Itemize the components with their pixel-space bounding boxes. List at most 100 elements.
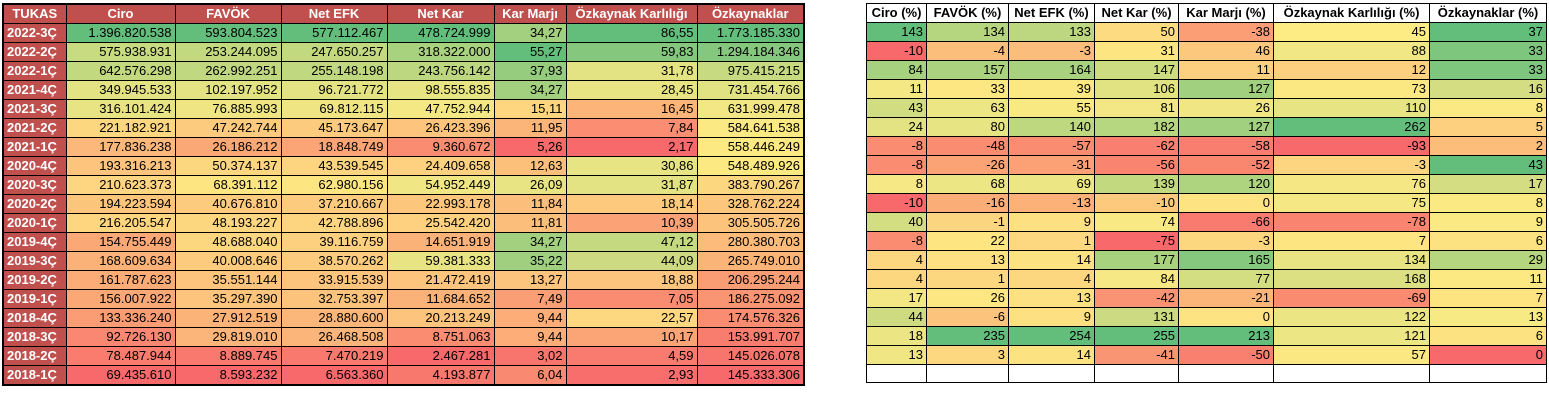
table-cell: 22.993.178	[386, 194, 495, 214]
table-cell: 731.454.766	[696, 80, 805, 100]
table-cell: 5,26	[493, 137, 567, 157]
table-cell: 50	[1094, 22, 1179, 42]
table-cell: -16	[926, 193, 1009, 213]
table-cell: 584.641.538	[696, 118, 805, 138]
column-header: Net Kar	[386, 3, 495, 24]
table-cell: 4	[1008, 269, 1095, 289]
table-cell: -62	[1094, 136, 1179, 156]
table-row: 24 80 140 182 127 262 5	[866, 117, 1547, 137]
table-cell: 5	[1429, 117, 1547, 137]
table-cell: 9.360.672	[386, 137, 495, 157]
column-header: TUKAS	[2, 3, 67, 24]
table-cell: 221.182.921	[65, 118, 176, 138]
table-row: 11 33 39 106 127 73 16	[866, 79, 1547, 99]
table-cell: 2,93	[565, 365, 698, 386]
table-cell: 9	[1008, 212, 1095, 232]
table-cell: 7,84	[565, 118, 698, 138]
table-cell: 40.008.646	[174, 251, 282, 271]
table-cell: 9,44	[493, 308, 567, 328]
table-cell: 253.244.095	[174, 42, 282, 62]
period-label: 2019-2Ç	[2, 270, 67, 290]
table-cell: 43.539.545	[280, 156, 388, 176]
table-cell: 47.242.744	[174, 118, 282, 138]
table-cell: 77	[1178, 269, 1274, 289]
table-cell: 43	[866, 98, 927, 118]
table-cell: -3	[1273, 155, 1430, 175]
table-cell	[1008, 363, 1095, 384]
table-cell: 98.555.835	[386, 80, 495, 100]
table-row: 44 -6 9 131 0 122 13	[866, 307, 1547, 327]
table-cell: -57	[1008, 136, 1095, 156]
table-cell: 24.409.658	[386, 156, 495, 176]
table-row: 2021-3Ç 316.101.424 76.885.993 69.812.115 47…	[2, 99, 805, 119]
table-cell: 139	[1094, 174, 1179, 194]
table-cell	[1094, 363, 1179, 384]
table-cell: 2,17	[565, 137, 698, 157]
table-cell: 7,49	[493, 289, 567, 309]
table-cell: 127	[1178, 117, 1274, 137]
table-cell: 478.724.999	[386, 23, 495, 43]
table-cell: 8	[1429, 98, 1547, 118]
table-cell: 6,04	[493, 365, 567, 386]
table-cell: 75	[1273, 193, 1430, 213]
table-cell: 62.980.156	[280, 175, 388, 195]
table-cell: 1.396.820.538	[65, 23, 176, 43]
table-cell: 106	[1094, 79, 1179, 99]
table-cell: 18,88	[565, 270, 698, 290]
period-label: 2018-3Ç	[2, 327, 67, 347]
table-cell: 7	[1273, 231, 1430, 251]
table-cell: -3	[1008, 41, 1095, 61]
table-cell: 13	[866, 345, 927, 365]
table-cell: 15,11	[493, 99, 567, 119]
table-row: 2018-3Ç 92.726.130 29.819.010 26.468.508 8.7…	[2, 327, 805, 347]
table-row: 4 1 4 84 77 168 11	[866, 269, 1547, 289]
table-cell: 280.380.703	[696, 232, 805, 252]
table-cell: 4	[866, 250, 927, 270]
table-cell: -10	[1094, 193, 1179, 213]
period-label: 2022-3Ç	[2, 23, 67, 43]
table-row: 2018-2Ç 78.487.944 8.889.745 7.470.219 2.467…	[2, 346, 805, 366]
table-cell: 13	[1429, 307, 1547, 327]
table-cell: 69.435.610	[65, 365, 176, 386]
table-row: 2019-4Ç 154.755.449 48.688.040 39.116.759 14…	[2, 232, 805, 252]
table-cell: -93	[1273, 136, 1430, 156]
table-row: 18 235 254 255 213 121 6	[866, 326, 1547, 346]
table-cell: 8	[1429, 193, 1547, 213]
table-cell: 8.889.745	[174, 346, 282, 366]
column-header: Net EFK (%)	[1008, 3, 1095, 23]
table-cell: 84	[866, 60, 927, 80]
table-cell: 37,93	[493, 61, 567, 81]
table-cell: 642.576.298	[65, 61, 176, 81]
table-cell: 255.148.198	[280, 61, 388, 81]
column-header: Özkaynaklar	[696, 3, 805, 24]
table-row: 2019-1Ç 156.007.922 35.297.390 32.753.397 11…	[2, 289, 805, 309]
table-cell: -21	[1178, 288, 1274, 308]
table-cell: 34,27	[493, 80, 567, 100]
table-cell: 631.999.478	[696, 99, 805, 119]
table-cell: 262	[1273, 117, 1430, 137]
table-cell: 575.938.931	[65, 42, 176, 62]
column-header: Kar Marjı	[493, 3, 567, 24]
table-cell: 0	[1178, 193, 1274, 213]
table-cell: 318.322.000	[386, 42, 495, 62]
table-cell: -66	[1178, 212, 1274, 232]
table-cell: 255	[1094, 326, 1179, 346]
table-cell: 81	[1094, 98, 1179, 118]
table-cell: -52	[1178, 155, 1274, 175]
table-cell: 140	[1008, 117, 1095, 137]
table-cell: 11,95	[493, 118, 567, 138]
table-cell: 6.563.360	[280, 365, 388, 386]
table-cell: 63	[926, 98, 1009, 118]
table-cell: -48	[926, 136, 1009, 156]
table-cell: 35.551.144	[174, 270, 282, 290]
table-cell: 26	[1178, 98, 1274, 118]
table-cell: -1	[926, 212, 1009, 232]
table-cell: 2	[1429, 136, 1547, 156]
table-cell: 96.721.772	[280, 80, 388, 100]
table-cell: 168	[1273, 269, 1430, 289]
table-cell: 35.297.390	[174, 289, 282, 309]
period-label: 2019-3Ç	[2, 251, 67, 271]
table-cell: 76.885.993	[174, 99, 282, 119]
table-row: -8 -48 -57 -62 -58 -93 2	[866, 136, 1547, 156]
table-row: 2021-4Ç 349.945.533 102.197.952 96.721.772 9…	[2, 80, 805, 100]
